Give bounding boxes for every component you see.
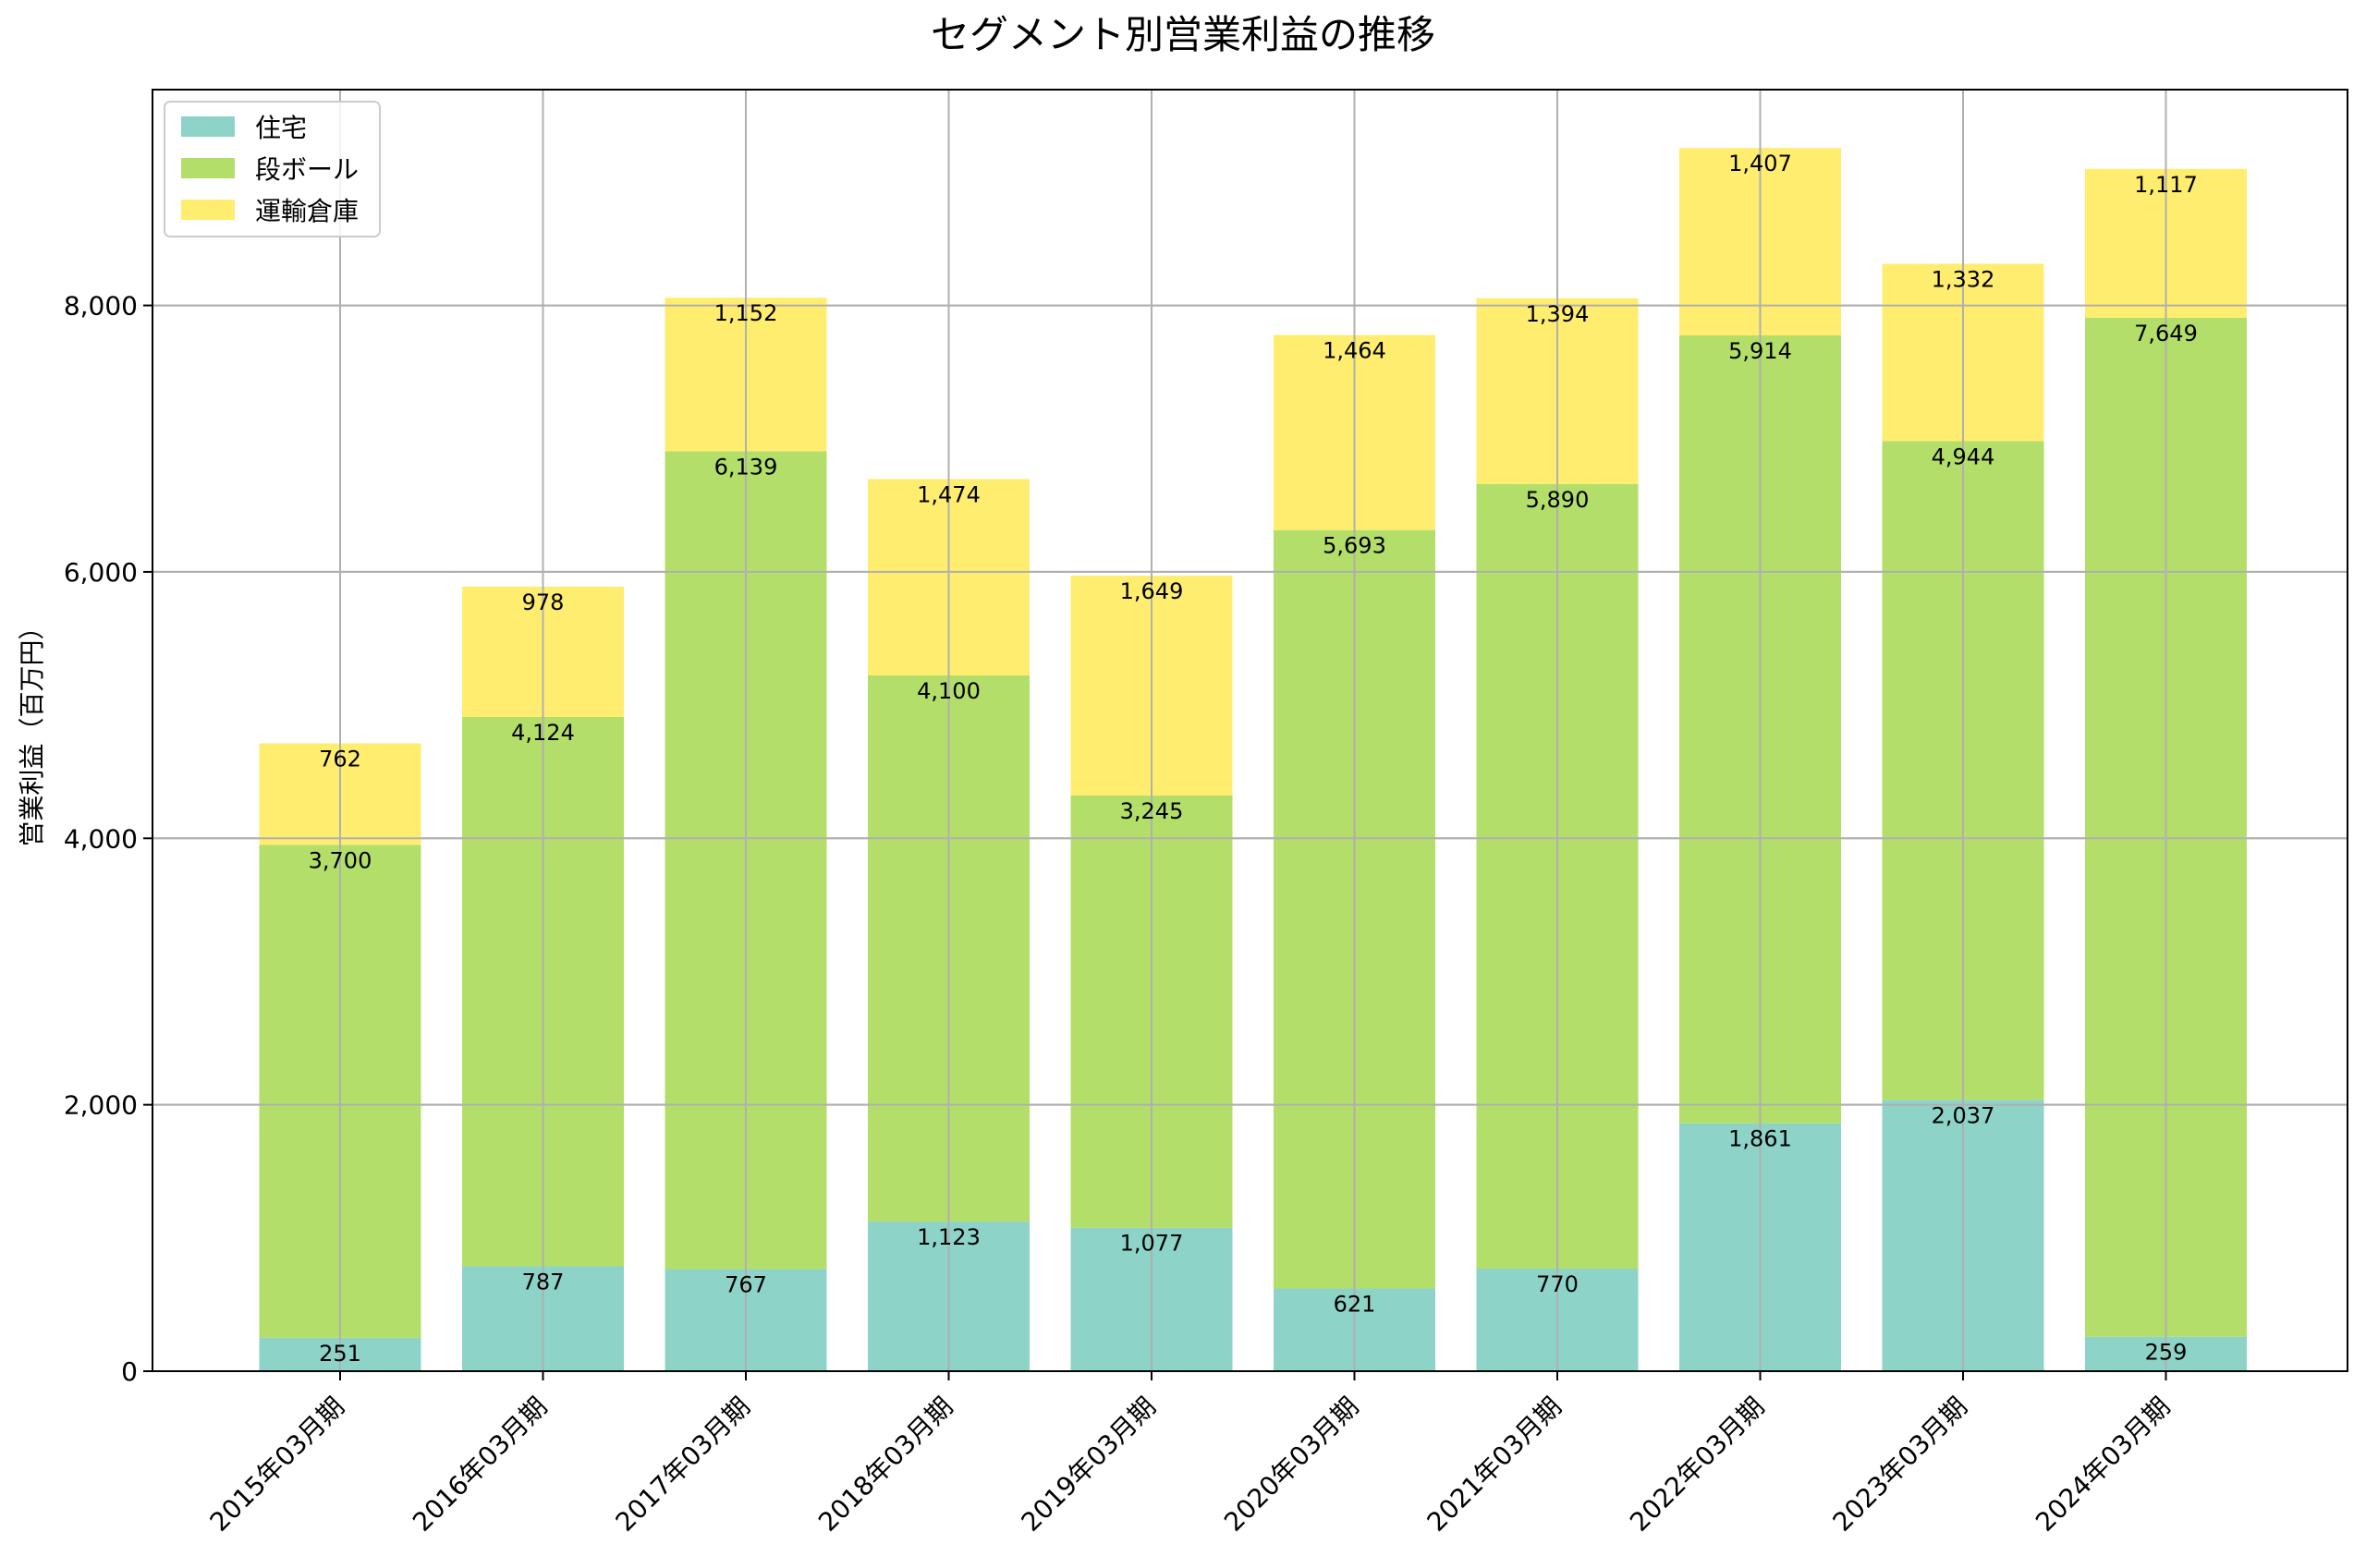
data-label: 7,649 bbox=[2134, 321, 2198, 346]
y-axis-ticks: 0 2,000 4,000 6,000 8,000 bbox=[64, 291, 152, 1387]
data-label: 1,464 bbox=[1323, 338, 1386, 364]
x-tick-label: 2016年03月期 bbox=[407, 1392, 553, 1538]
y-tick-label: 2,000 bbox=[64, 1090, 138, 1121]
y-axis-label: 営業利益（百万円） bbox=[17, 614, 47, 846]
data-label: 259 bbox=[2145, 1340, 2188, 1366]
data-label: 1,394 bbox=[1526, 301, 1590, 327]
data-label: 251 bbox=[319, 1341, 361, 1367]
data-label: 787 bbox=[522, 1270, 565, 1295]
data-label: 978 bbox=[522, 590, 565, 615]
legend-label: 住宅 bbox=[255, 113, 307, 143]
x-tick-label: 2015年03月期 bbox=[204, 1392, 350, 1538]
data-label: 770 bbox=[1536, 1271, 1579, 1297]
x-tick-label: 2020年03月期 bbox=[1218, 1392, 1364, 1538]
data-label: 3,245 bbox=[1120, 798, 1184, 824]
data-label: 1,117 bbox=[2134, 172, 2198, 198]
chart-title: セグメント別営業利益の推移 bbox=[931, 12, 1435, 57]
data-label: 762 bbox=[319, 746, 361, 772]
x-axis-ticks: 2015年03月期 2016年03月期 2017年03月期 2018年03月期 2019… bbox=[204, 1371, 2176, 1538]
data-label: 4,944 bbox=[1932, 444, 1995, 469]
data-label: 621 bbox=[1334, 1291, 1376, 1317]
data-label: 1,861 bbox=[1728, 1126, 1792, 1152]
data-label: 4,100 bbox=[917, 678, 981, 704]
data-label: 5,693 bbox=[1323, 533, 1386, 559]
x-tick-label: 2023年03月期 bbox=[1827, 1392, 1973, 1538]
y-tick-label: 4,000 bbox=[64, 823, 138, 854]
legend-swatch bbox=[181, 158, 235, 178]
legend-label: 運輸倉庫 bbox=[255, 196, 359, 226]
x-tick-label: 2018年03月期 bbox=[812, 1392, 958, 1538]
data-label: 1,152 bbox=[714, 300, 778, 326]
data-label: 1,332 bbox=[1932, 266, 1995, 292]
legend-swatch bbox=[181, 200, 235, 220]
data-label: 5,914 bbox=[1728, 338, 1792, 364]
x-tick-label: 2021年03月期 bbox=[1421, 1392, 1567, 1538]
data-label: 1,649 bbox=[1120, 578, 1184, 604]
data-label: 2,037 bbox=[1932, 1102, 1995, 1128]
legend-label: 段ボール bbox=[255, 154, 359, 185]
data-label: 767 bbox=[725, 1271, 767, 1297]
y-tick-label: 6,000 bbox=[64, 557, 138, 588]
plot-frame bbox=[152, 89, 2348, 1372]
x-tick-label: 2024年03月期 bbox=[2030, 1392, 2176, 1538]
bars bbox=[152, 90, 2348, 1372]
y-tick-label: 8,000 bbox=[64, 291, 138, 322]
data-label: 1,407 bbox=[1728, 151, 1792, 176]
x-tick-label: 2019年03月期 bbox=[1016, 1392, 1162, 1538]
data-label: 5,890 bbox=[1526, 487, 1590, 513]
data-label: 1,077 bbox=[1120, 1231, 1184, 1257]
data-label: 1,474 bbox=[917, 481, 981, 507]
data-label: 6,139 bbox=[714, 454, 778, 480]
x-tick-label: 2017年03月期 bbox=[610, 1392, 756, 1538]
data-label: 4,124 bbox=[511, 720, 575, 746]
data-labels: 251 3,700 762 787 4,124 978 767 6,139 1,152 1,123… bbox=[309, 151, 2198, 1367]
legend-swatch bbox=[181, 116, 235, 137]
data-label: 3,700 bbox=[309, 847, 372, 873]
x-tick-label: 2022年03月期 bbox=[1624, 1392, 1770, 1538]
y-tick-label: 0 bbox=[121, 1356, 138, 1387]
data-label: 1,123 bbox=[917, 1224, 981, 1250]
